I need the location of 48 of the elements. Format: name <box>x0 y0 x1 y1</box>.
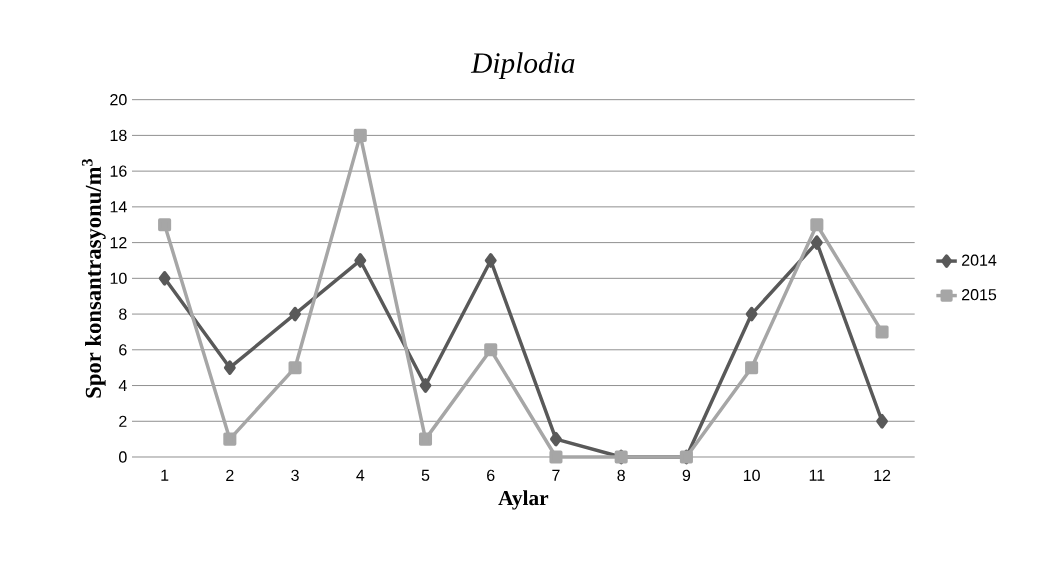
point <box>549 450 563 464</box>
x-tick-label: 9 <box>682 469 691 482</box>
point <box>353 128 367 142</box>
point <box>419 378 432 393</box>
x-tick-label: 8 <box>617 469 625 482</box>
point <box>484 253 497 268</box>
x-tick-label: 4 <box>356 469 365 481</box>
point <box>418 432 433 446</box>
x-tick-label: 7 <box>552 469 560 481</box>
legend-label: 2015 <box>962 289 997 301</box>
x-tick-label: 3 <box>291 469 299 482</box>
x-tick-label: 1 <box>161 469 169 481</box>
y-tick-label: 2 <box>119 415 127 427</box>
point <box>288 361 302 375</box>
point <box>158 218 172 232</box>
x-tick-label: 12 <box>874 469 891 481</box>
x-tick-label: 5 <box>421 469 430 481</box>
y-axis-title: Spor konsantrasyonu/m$^{3}$ <box>81 159 106 398</box>
point <box>745 361 759 375</box>
point <box>223 432 237 446</box>
point <box>158 270 171 286</box>
y-tick-label: 8 <box>119 308 127 320</box>
y-tick-label: 16 <box>110 165 127 177</box>
y-tick-label: 4 <box>118 380 127 392</box>
y-tick-label: 6 <box>119 344 127 356</box>
point <box>289 306 301 322</box>
x-tick-label: 6 <box>487 469 495 482</box>
point <box>745 306 758 322</box>
point <box>223 360 236 375</box>
y-tick-label: 20 <box>110 94 127 106</box>
y-tick-label: 12 <box>110 237 127 249</box>
point <box>484 343 498 357</box>
y-tick-label: 0 <box>119 451 127 463</box>
point <box>354 253 367 268</box>
point <box>550 431 562 447</box>
point <box>876 413 889 429</box>
y-tick-label: 18 <box>110 129 127 142</box>
x-tick-label: 10 <box>743 469 760 482</box>
y-tick-label: 14 <box>110 201 127 213</box>
point <box>875 325 889 339</box>
point <box>810 235 823 250</box>
legend-label: 2014 <box>962 254 997 266</box>
chart-title: Diplodia <box>470 52 575 79</box>
point <box>810 218 824 232</box>
x-tick-label: 2 <box>226 469 234 481</box>
y-tick-label: 10 <box>110 272 127 284</box>
x-axis-title: Aylar <box>498 490 549 510</box>
x-tick-label: 11 <box>809 469 825 481</box>
